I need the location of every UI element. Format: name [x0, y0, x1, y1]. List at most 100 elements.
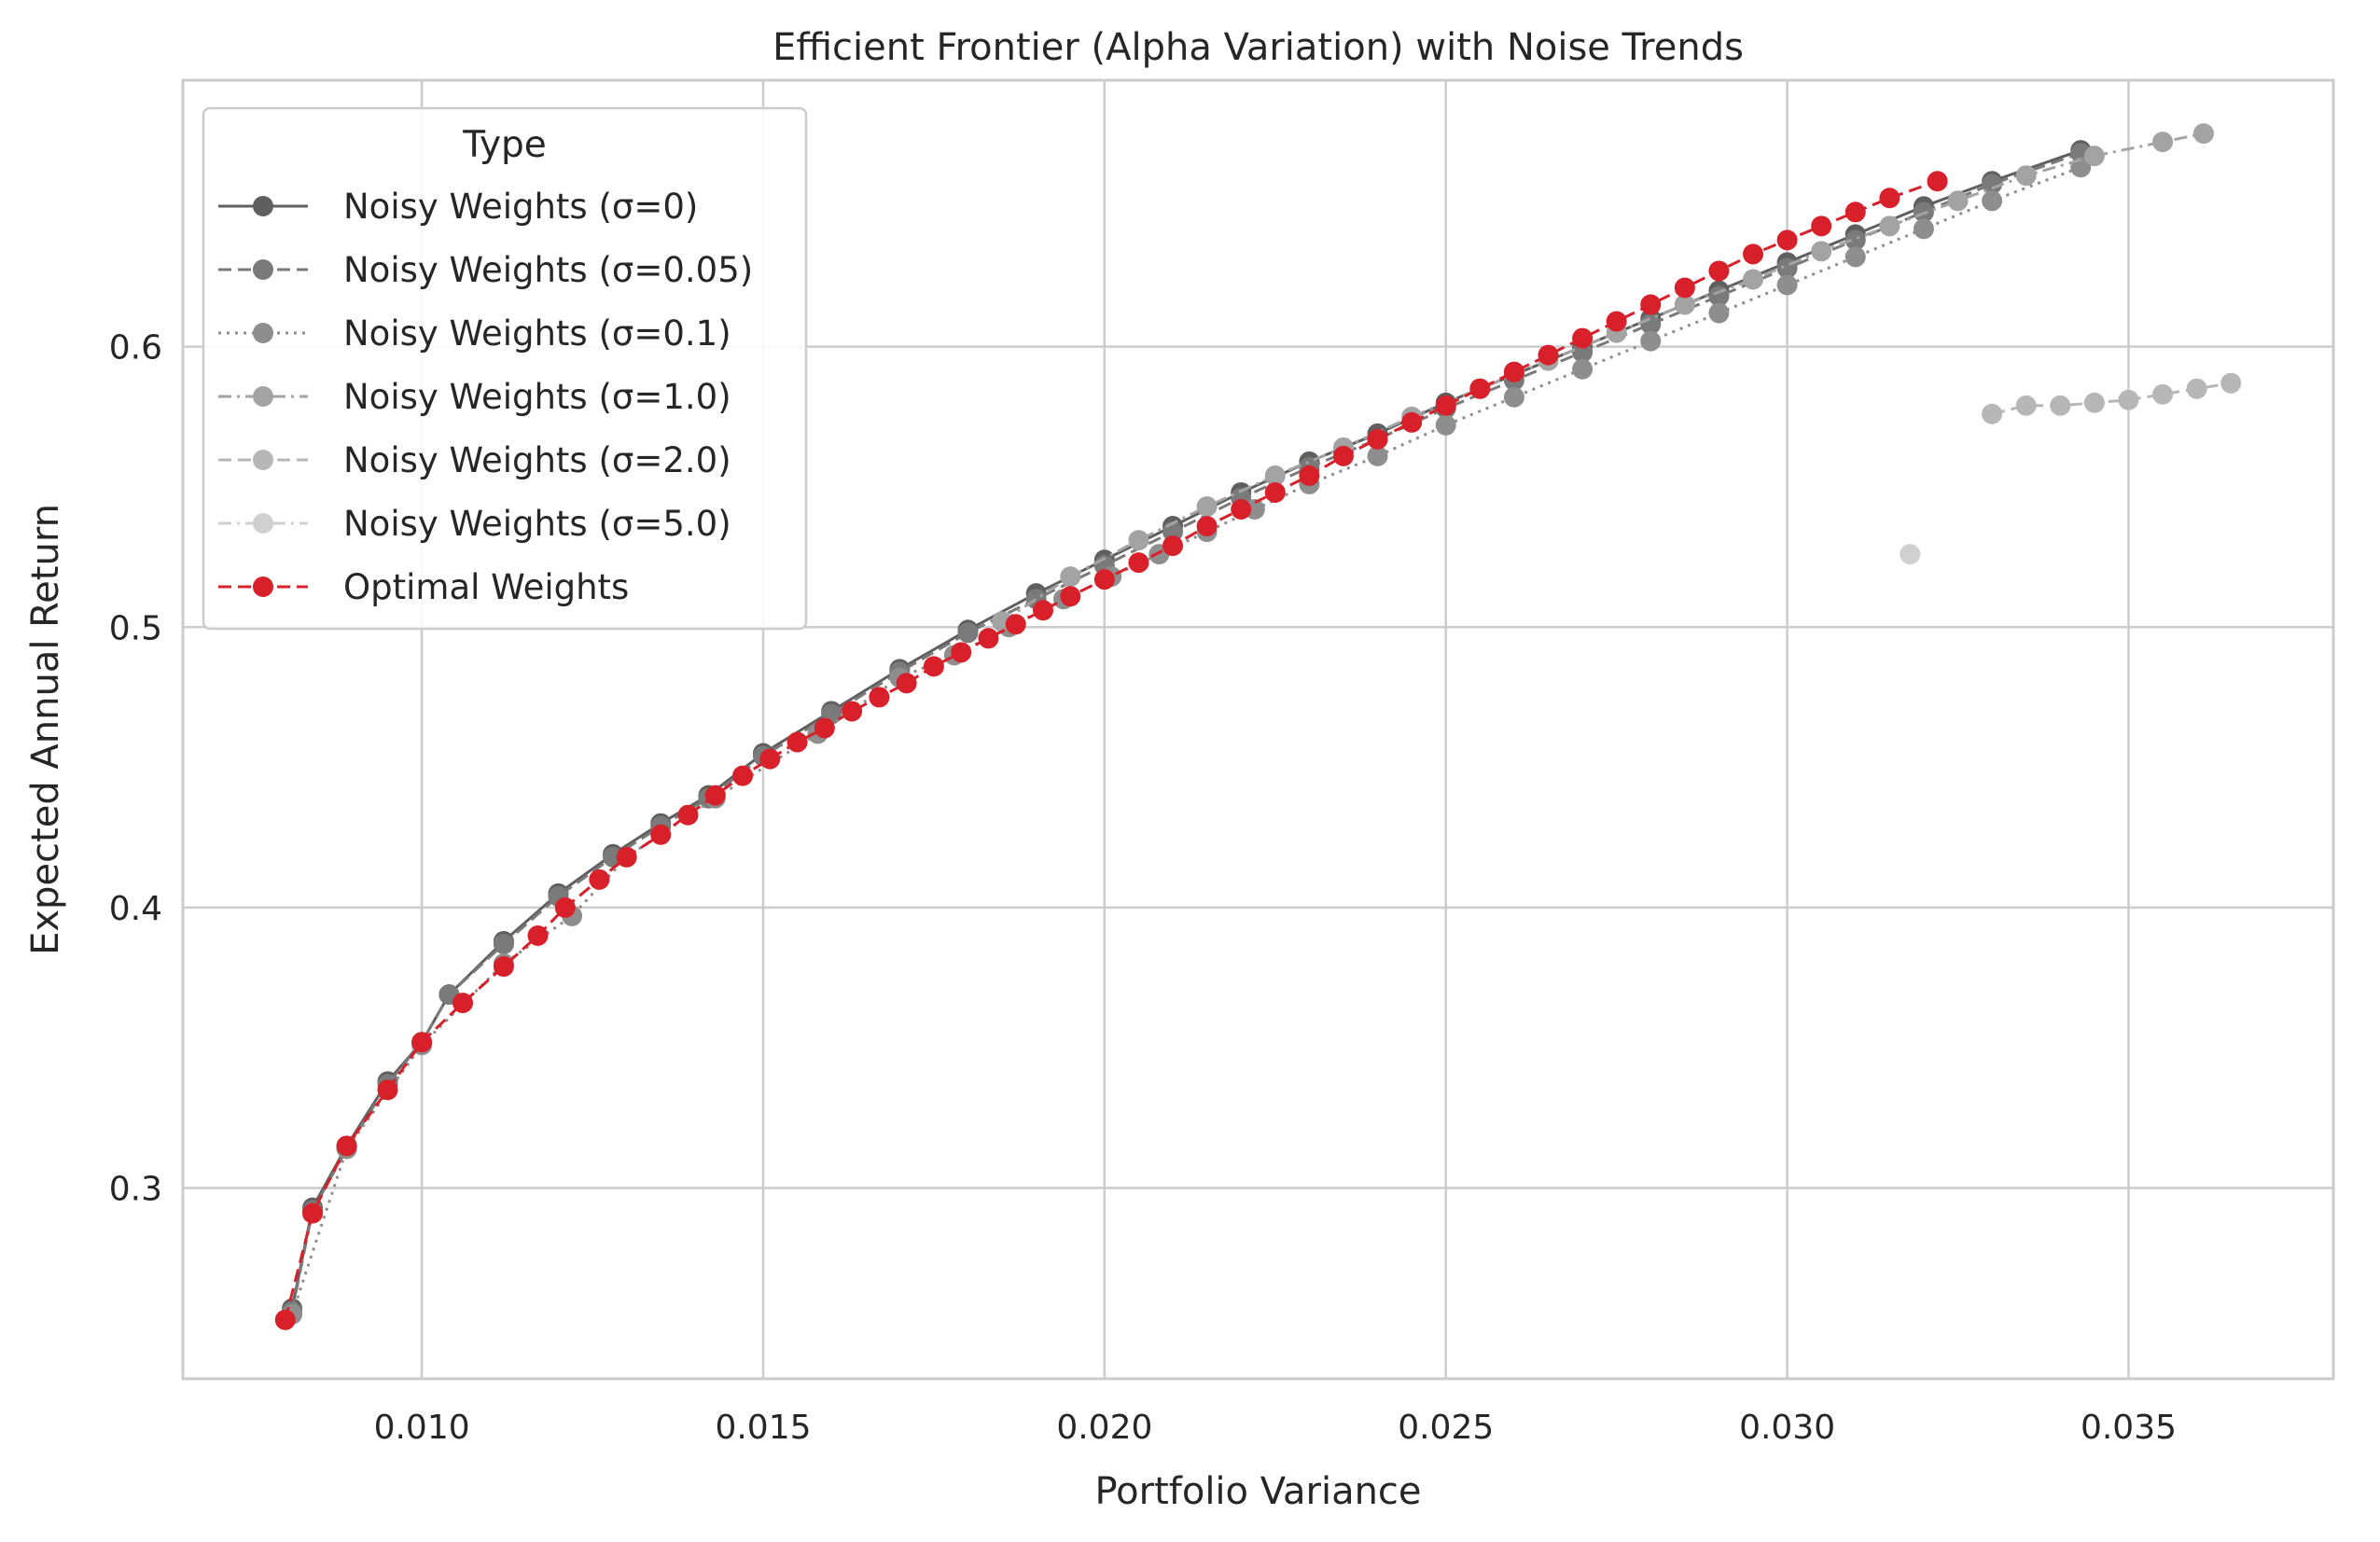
data-point	[896, 673, 917, 694]
data-point	[589, 868, 610, 890]
data-point	[1640, 313, 1662, 335]
data-point	[2152, 132, 2174, 153]
data-point	[1927, 171, 1948, 192]
y-tick-label: 0.5	[109, 609, 162, 647]
data-point	[493, 933, 514, 954]
data-point	[1947, 190, 1969, 212]
data-point	[1879, 188, 1900, 209]
legend-entry: Noisy Weights (σ=1.0)	[218, 377, 731, 417]
legend-label: Noisy Weights (σ=0.05)	[343, 250, 753, 290]
x-tick-label: 0.035	[2081, 1409, 2177, 1447]
data-point	[1913, 218, 1934, 240]
data-point	[1708, 260, 1730, 282]
data-point	[1844, 246, 1866, 268]
data-point	[554, 896, 576, 918]
x-tick-label: 0.020	[1056, 1409, 1152, 1447]
legend-entry: Noisy Weights (σ=0.05)	[218, 250, 753, 290]
legend-label: Noisy Weights (σ=0)	[343, 187, 698, 227]
data-point	[411, 1032, 433, 1053]
data-point	[1572, 358, 1594, 380]
data-point	[1674, 277, 1695, 299]
data-point	[2015, 395, 2037, 416]
data-point	[1776, 229, 1798, 251]
data-point	[704, 785, 726, 806]
data-point	[1469, 378, 1491, 399]
data-point	[1503, 361, 1524, 382]
data-point	[1811, 215, 1832, 237]
data-point	[1264, 481, 1286, 503]
data-point	[1401, 411, 1423, 433]
data-point	[2083, 146, 2105, 167]
legend-entry: Optimal Weights	[218, 567, 629, 607]
y-axis-label: Expected Annual Return	[24, 504, 67, 955]
x-tick-label: 0.025	[1398, 1409, 1494, 1447]
data-point	[2192, 123, 2214, 145]
data-point	[1435, 395, 1456, 416]
data-point	[1982, 174, 2003, 195]
legend-label: Noisy Weights (σ=1.0)	[343, 377, 731, 417]
data-point	[677, 804, 699, 826]
data-point	[274, 1309, 296, 1330]
data-point	[2152, 383, 2174, 405]
data-point	[2186, 378, 2207, 399]
data-point	[786, 731, 808, 753]
data-point	[1264, 465, 1286, 486]
series-6	[274, 171, 1948, 1330]
x-tick-label: 0.015	[715, 1409, 811, 1447]
data-point	[1879, 215, 1900, 237]
chart-title: Efficient Frontier (Alpha Variation) wit…	[772, 26, 1744, 69]
data-point	[1572, 341, 1594, 363]
data-point	[1196, 516, 1218, 537]
data-point	[978, 628, 999, 649]
x-tick-label: 0.010	[374, 1409, 470, 1447]
data-point	[2220, 372, 2242, 394]
data-point	[1231, 498, 1252, 520]
data-point	[1538, 344, 1559, 366]
data-point	[336, 1135, 357, 1157]
y-tick-label: 0.3	[109, 1171, 162, 1209]
legend-marker	[253, 323, 273, 343]
data-point	[1367, 445, 1388, 466]
series-4	[1982, 372, 2242, 424]
data-point	[493, 956, 514, 978]
data-point	[842, 701, 863, 722]
data-point	[1708, 302, 1730, 324]
data-point	[1674, 294, 1695, 315]
x-tick-label: 0.030	[1739, 1409, 1835, 1447]
data-point	[1196, 495, 1218, 517]
data-point	[2118, 389, 2139, 410]
data-point	[951, 642, 972, 663]
legend-marker	[253, 196, 273, 216]
data-point	[759, 748, 781, 770]
data-point	[1128, 552, 1149, 574]
y-tick-label: 0.4	[109, 890, 162, 928]
data-point	[1060, 566, 1081, 588]
data-point	[650, 824, 672, 845]
data-point	[1435, 414, 1456, 436]
data-point	[1640, 330, 1662, 352]
data-point	[616, 846, 637, 868]
data-point	[1005, 614, 1026, 635]
y-tick-labels: 0.3 0.4 0.5 0.6	[109, 329, 162, 1209]
data-point	[1811, 241, 1832, 262]
data-point	[1982, 190, 2003, 212]
data-point	[1033, 600, 1053, 621]
legend-marker	[253, 450, 273, 470]
legend-marker	[253, 513, 273, 534]
legend-marker	[253, 577, 273, 597]
data-point	[732, 765, 754, 786]
data-point	[1503, 386, 1524, 408]
legend-entry: Noisy Weights (σ=5.0)	[218, 504, 731, 544]
data-point	[1128, 530, 1149, 551]
legend-entries: Noisy Weights (σ=0) Noisy Weights (σ=0.05…	[218, 187, 753, 607]
series-5	[1900, 544, 1921, 565]
axes-frame	[181, 78, 2335, 1381]
data-point	[1743, 269, 1764, 290]
data-point	[1606, 311, 1627, 332]
legend-label: Noisy Weights (σ=2.0)	[343, 440, 731, 480]
data-point	[957, 622, 979, 644]
data-point	[1162, 535, 1184, 557]
data-point	[1743, 243, 1764, 265]
legend-label: Noisy Weights (σ=5.0)	[343, 504, 731, 544]
legend-marker	[253, 259, 273, 280]
